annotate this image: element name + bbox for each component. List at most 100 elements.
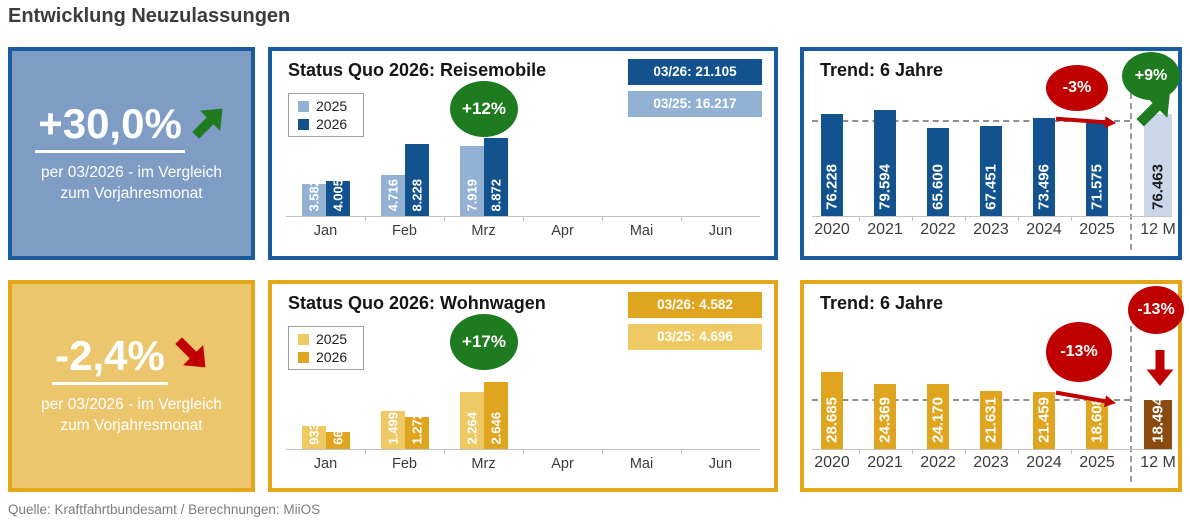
- bar-value-label: 933: [306, 425, 321, 445]
- bar-value-label: 21.631: [982, 397, 1000, 443]
- down-arrow-icon: [175, 337, 206, 368]
- bar-value-label: 73.496: [1035, 164, 1053, 210]
- chart-title: Trend: 6 Jahre: [820, 60, 944, 80]
- legend-label-2025: 2025: [316, 331, 348, 347]
- axis-tick: [444, 216, 445, 221]
- cumulative-badge-current: 03/26: 21.105: [628, 59, 762, 85]
- bar-2025-Jan: 933: [301, 425, 326, 449]
- x-axis-label-2024: 2024: [1026, 221, 1062, 238]
- legend-label-2026: 2026: [316, 349, 348, 365]
- reference-line: [812, 399, 1130, 402]
- bar-value-label: 1.499: [385, 412, 400, 445]
- bar-2026-Feb: 1.272: [404, 417, 429, 449]
- legend: 2025 2026: [288, 93, 365, 137]
- bar-2025: 18.608: [1086, 399, 1108, 449]
- legend-swatch-2025: [298, 333, 309, 345]
- delta-badge-yoy: -3%: [1046, 65, 1108, 111]
- bar-value-label: 3.582: [306, 184, 321, 212]
- axis-tick: [681, 216, 682, 221]
- bar-2026-Feb: 8.228: [404, 143, 429, 216]
- axis-tick: [911, 216, 913, 221]
- axis-tick: [858, 449, 860, 454]
- status-quo-chart-reisemobile: Status Quo 2026: Reisemobile 2025 2026 0…: [268, 47, 778, 260]
- plot-area: 28.685 24.369 24.170 21.631 21.459 18.608 18.4…: [812, 342, 1172, 454]
- bar-2026-Mrz: 8.872: [483, 137, 508, 216]
- bar-value-label: 76.228: [823, 164, 841, 210]
- separator-line: [1130, 93, 1132, 250]
- axis-tick: [365, 449, 366, 454]
- x-axis-label-12 M: 12 M: [1140, 454, 1176, 471]
- x-axis-label-2023: 2023: [973, 454, 1009, 471]
- bar-2024: 21.459: [1033, 391, 1055, 449]
- bar-12 M: 18.494: [1144, 399, 1172, 449]
- x-axis-label-12 M: 12 M: [1140, 221, 1176, 238]
- bar-2026-Jan: 4.005: [325, 180, 350, 216]
- x-axis-label-2021: 2021: [867, 454, 903, 471]
- bar-2020: 76.228: [821, 114, 843, 216]
- bar-value-label: 4.716: [385, 179, 400, 212]
- x-axis-label-2023: 2023: [973, 221, 1009, 238]
- bar-2020: 28.685: [821, 372, 843, 449]
- plot-area: 76.228 79.594 65.600 67.451 73.496 71.575 76.4…: [812, 109, 1172, 221]
- bar-value-label: 18.608: [1088, 399, 1106, 443]
- legend-item-2025: 2025: [298, 98, 347, 114]
- kpi-value-row: +30,0%: [35, 102, 228, 153]
- down-arrow-icon: [1146, 350, 1174, 386]
- bar-2026-Jan: 664: [325, 432, 350, 449]
- trend-chart-wohnwagen: Trend: 6 Jahre 28.685 24.369 24.170 21.631 2…: [800, 280, 1184, 492]
- cumulative-badge-previous: 03/25: 4.696: [628, 324, 762, 350]
- axis-tick: [444, 449, 445, 454]
- delta-badge-12m: +9%: [1122, 52, 1180, 100]
- bar-2023: 21.631: [980, 391, 1002, 449]
- bar-value-label: 24.369: [876, 397, 894, 443]
- bar-2024: 73.496: [1033, 117, 1055, 216]
- bar-value-label: 7.919: [464, 179, 479, 212]
- bar-value-label: 18.494: [1149, 399, 1167, 443]
- x-axis-label-Jun: Jun: [708, 223, 733, 239]
- x-axis-label-Apr: Apr: [551, 456, 574, 472]
- bar-value-label: 65.600: [929, 164, 947, 210]
- bar-2021: 79.594: [874, 109, 896, 216]
- kpi-card-reisemobile: +30,0% per 03/2026 - im Vergleich zum Vo…: [8, 47, 255, 260]
- trend-chart-reisemobile: Trend: 6 Jahre 76.228 79.594 65.600 67.451 7…: [800, 47, 1182, 260]
- bar-2025-Feb: 4.716: [380, 174, 405, 216]
- reference-line: [812, 120, 1130, 123]
- chart-title: Status Quo 2026: Reisemobile: [288, 60, 547, 80]
- up-arrow-icon: [192, 108, 223, 139]
- legend-swatch-2026: [298, 118, 309, 130]
- axis-tick: [602, 449, 603, 454]
- bar-2025-Mrz: 2.264: [459, 392, 484, 449]
- x-axis-label-Feb: Feb: [392, 223, 417, 239]
- bar-value-label: 8.872: [488, 179, 503, 212]
- x-axis-label-Mrz: Mrz: [471, 223, 496, 239]
- up-right-arrow-icon: [1136, 93, 1170, 127]
- chart-title: Trend: 6 Jahre: [820, 293, 944, 313]
- axis-tick: [964, 216, 966, 221]
- axis-tick: [858, 216, 860, 221]
- x-axis-label-2025: 2025: [1079, 454, 1115, 471]
- kpi-card-wohnwagen: -2,4% per 03/2026 - im Vergleich zum Vor…: [8, 280, 255, 492]
- bar-value-label: 67.451: [982, 164, 1000, 210]
- bar-value-label: 4.005: [330, 180, 345, 212]
- x-axis-label-2022: 2022: [920, 221, 956, 238]
- x-axis: 2020 2021 2022 2023 2024 2025 12 M: [812, 454, 1176, 476]
- status-quo-chart-wohnwagen: Status Quo 2026: Wohnwagen 2025 2026 03/…: [268, 280, 778, 492]
- cumulative-badge-previous: 03/25: 16.217: [628, 91, 762, 117]
- separator-line: [1130, 326, 1132, 482]
- legend-item-2026: 2026: [298, 116, 347, 132]
- kpi-value: +30,0%: [35, 102, 185, 153]
- x-axis-label-Jan: Jan: [313, 456, 338, 472]
- kpi-caption: per 03/2026 - im Vergleich zum Vorjahres…: [41, 163, 222, 202]
- bar-value-label: 76.463: [1149, 164, 1167, 210]
- delta-badge-12m: -13%: [1128, 286, 1184, 334]
- bar-value-label: 2.264: [464, 412, 479, 445]
- legend-swatch-2025: [298, 100, 309, 112]
- kpi-value: -2,4%: [52, 335, 168, 386]
- legend-label-2026: 2026: [316, 116, 348, 132]
- bar-value-label: 79.594: [876, 164, 894, 210]
- bar-value-label: 21.459: [1035, 397, 1053, 443]
- bar-value-label: 8.228: [409, 179, 424, 212]
- bar-value-label: 71.575: [1088, 164, 1106, 210]
- kpi-caption: per 03/2026 - im Vergleich zum Vorjahres…: [41, 396, 222, 434]
